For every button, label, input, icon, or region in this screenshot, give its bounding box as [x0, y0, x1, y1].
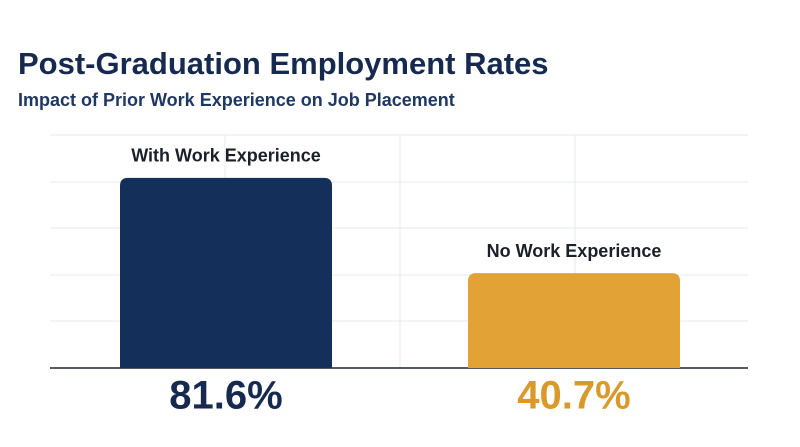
value-label: 81.6%	[169, 374, 282, 418]
value-label: 40.7%	[517, 374, 630, 418]
category-label: With Work Experience	[131, 146, 321, 166]
chart-subtitle: Impact of Prior Work Experience on Job P…	[18, 90, 455, 110]
bar	[468, 273, 680, 368]
chart-title: Post-Graduation Employment Rates	[18, 46, 549, 81]
category-label: No Work Experience	[487, 241, 662, 261]
bar	[120, 177, 332, 368]
